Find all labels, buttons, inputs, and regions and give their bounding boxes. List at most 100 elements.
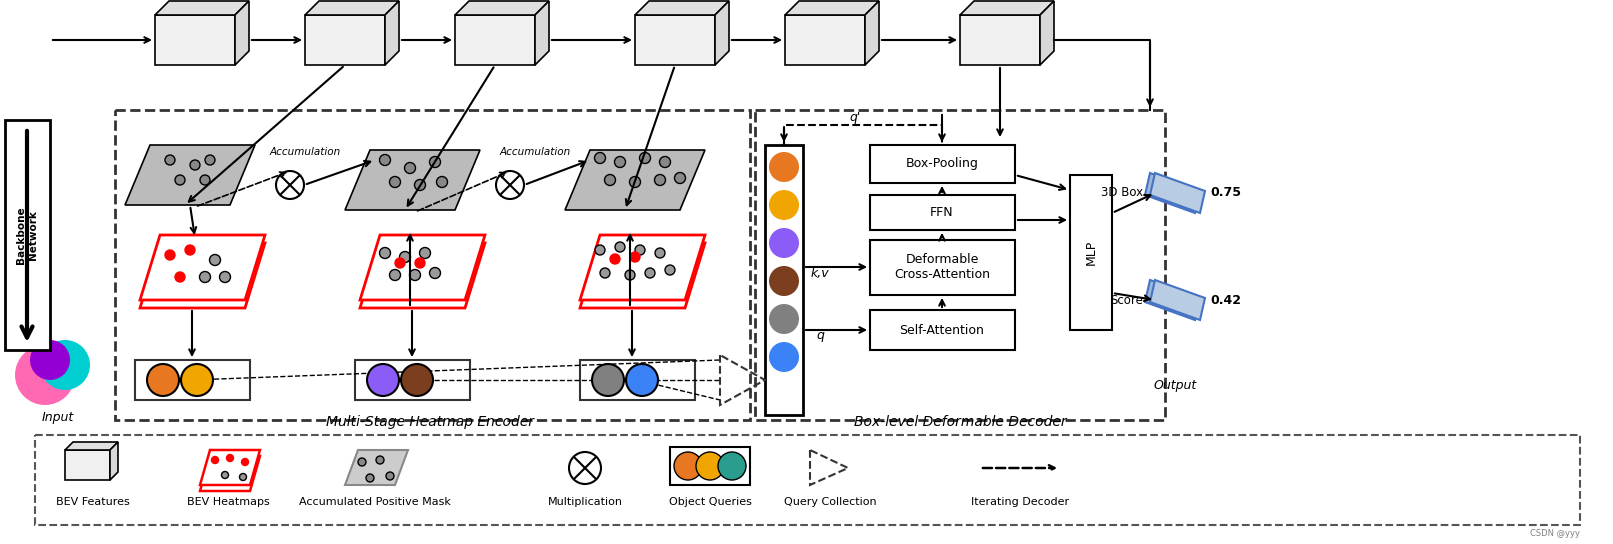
Text: Box-Pooling: Box-Pooling — [905, 158, 979, 170]
Polygon shape — [305, 15, 386, 65]
Polygon shape — [565, 150, 705, 210]
Circle shape — [415, 258, 424, 268]
Circle shape — [639, 152, 650, 164]
Bar — [869, 145, 1015, 183]
Circle shape — [769, 228, 798, 258]
Circle shape — [242, 459, 248, 466]
Circle shape — [205, 155, 215, 165]
Text: MLP: MLP — [1084, 239, 1097, 264]
Circle shape — [379, 154, 390, 165]
Polygon shape — [715, 1, 729, 65]
Text: CSDN @yyy: CSDN @yyy — [1531, 529, 1581, 538]
Circle shape — [400, 251, 410, 263]
Polygon shape — [155, 1, 248, 15]
Circle shape — [665, 265, 674, 275]
Text: Score: Score — [1110, 294, 1144, 306]
Circle shape — [379, 248, 390, 258]
Text: Accumulated Positive Mask: Accumulated Positive Mask — [298, 497, 452, 507]
Circle shape — [629, 176, 640, 188]
Text: FFN: FFN — [931, 206, 953, 219]
Polygon shape — [305, 1, 398, 15]
Polygon shape — [786, 15, 865, 65]
Polygon shape — [960, 1, 1053, 15]
Polygon shape — [536, 1, 548, 65]
Text: Backbone
Network: Backbone Network — [16, 206, 37, 264]
Bar — [765, 145, 803, 415]
Circle shape — [660, 157, 671, 168]
Circle shape — [695, 452, 724, 480]
Circle shape — [605, 175, 616, 186]
Circle shape — [419, 248, 431, 258]
Circle shape — [645, 268, 655, 278]
Bar — [135, 360, 250, 400]
Circle shape — [239, 473, 247, 480]
Circle shape — [165, 250, 174, 260]
Circle shape — [210, 255, 221, 265]
Text: Box-level Deformable Decoder: Box-level Deformable Decoder — [853, 415, 1066, 429]
Circle shape — [15, 345, 74, 405]
Bar — [869, 240, 1015, 295]
Circle shape — [600, 268, 610, 278]
Polygon shape — [360, 243, 486, 308]
Circle shape — [610, 254, 619, 264]
Bar — [1069, 175, 1111, 330]
Bar — [869, 310, 1015, 350]
Polygon shape — [1150, 173, 1205, 213]
Text: 3D Box: 3D Box — [1102, 187, 1144, 200]
Text: Object Queries: Object Queries — [668, 497, 752, 507]
Text: q': q' — [850, 112, 861, 125]
Polygon shape — [581, 243, 705, 308]
Bar — [355, 360, 469, 400]
Polygon shape — [345, 450, 408, 485]
Circle shape — [31, 340, 69, 380]
Polygon shape — [865, 1, 879, 65]
Circle shape — [200, 175, 210, 185]
Polygon shape — [200, 456, 260, 491]
Polygon shape — [235, 1, 248, 65]
Polygon shape — [1145, 280, 1200, 320]
Polygon shape — [345, 150, 481, 210]
Circle shape — [624, 270, 636, 280]
Circle shape — [497, 171, 524, 199]
Text: Output: Output — [1153, 379, 1197, 392]
Polygon shape — [1040, 1, 1053, 65]
Text: Accumulation: Accumulation — [500, 147, 571, 157]
Polygon shape — [65, 450, 110, 480]
Circle shape — [221, 472, 229, 479]
Circle shape — [226, 454, 234, 461]
Polygon shape — [636, 15, 715, 65]
Text: BEV Heatmaps: BEV Heatmaps — [187, 497, 269, 507]
Polygon shape — [455, 1, 548, 15]
Circle shape — [395, 258, 405, 268]
Text: Self-Attention: Self-Attention — [900, 324, 984, 337]
Circle shape — [174, 272, 185, 282]
Circle shape — [769, 266, 798, 296]
Polygon shape — [140, 243, 265, 308]
Circle shape — [626, 364, 658, 396]
Circle shape — [200, 271, 211, 282]
Circle shape — [389, 269, 400, 281]
Polygon shape — [1145, 173, 1200, 213]
Circle shape — [595, 245, 605, 255]
Polygon shape — [1150, 280, 1205, 320]
Circle shape — [219, 271, 231, 282]
Text: q: q — [816, 330, 824, 343]
Polygon shape — [360, 235, 486, 300]
Circle shape — [636, 245, 645, 255]
Text: Multi-Stage Heatmap Encoder: Multi-Stage Heatmap Encoder — [326, 415, 534, 429]
Circle shape — [769, 152, 798, 182]
Circle shape — [674, 172, 686, 183]
Bar — [35, 435, 1581, 525]
Polygon shape — [455, 15, 536, 65]
Polygon shape — [124, 145, 255, 205]
Circle shape — [655, 248, 665, 258]
Polygon shape — [65, 442, 118, 450]
Circle shape — [674, 452, 702, 480]
Text: Query Collection: Query Collection — [784, 497, 876, 507]
Polygon shape — [140, 235, 265, 300]
Text: 0.75: 0.75 — [1210, 187, 1240, 200]
Circle shape — [405, 163, 416, 174]
Bar — [755, 110, 1165, 420]
Circle shape — [358, 458, 366, 466]
Text: Input: Input — [42, 411, 74, 424]
